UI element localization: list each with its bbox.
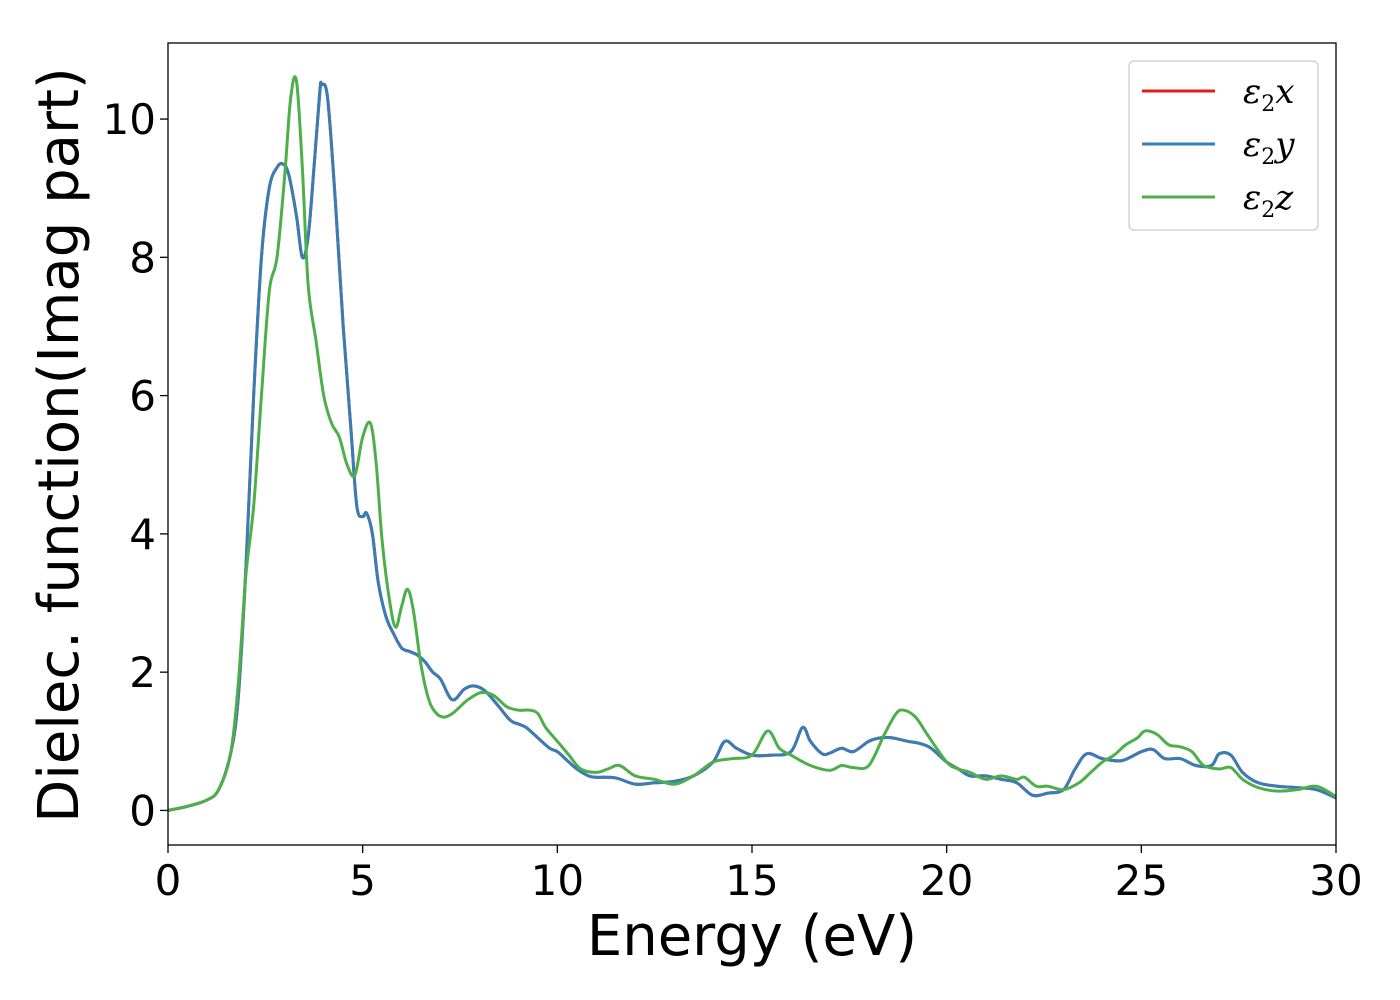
y-axis-label: Dielec. function(Imag part): [27, 67, 92, 823]
x-tick-label: 10: [531, 856, 584, 905]
y-tick-label: 6: [129, 372, 156, 421]
legend-label-z: ε2z: [1243, 178, 1294, 223]
x-tick-label: 25: [1115, 856, 1168, 905]
x-tick-label: 20: [920, 856, 973, 905]
y-tick-label: 4: [129, 510, 156, 559]
x-tick-label: 30: [1309, 856, 1362, 905]
x-tick-label: 0: [155, 856, 182, 905]
x-axis-label: Energy (eV): [587, 904, 917, 969]
legend-label-x: ε2x: [1243, 72, 1294, 117]
y-tick-label: 0: [129, 786, 156, 835]
legend: ε2x ε2y ε2z: [1128, 60, 1319, 231]
legend-label-y: ε2y: [1243, 125, 1295, 170]
series-line-z: [168, 75, 1336, 812]
y-tick-label: 2: [129, 648, 156, 697]
y-tick-label: 10: [103, 95, 156, 144]
legend-box: [1128, 60, 1319, 231]
y-axis: 0 2 4 6 8 10: [103, 95, 168, 835]
x-tick-label: 5: [349, 856, 376, 905]
series-line-y: [168, 80, 1336, 812]
y-tick-label: 8: [129, 233, 156, 282]
x-tick-label: 15: [725, 856, 778, 905]
series-layer: [168, 75, 1336, 812]
x-axis: 0 5 10 15 20 25 30: [155, 845, 1363, 905]
